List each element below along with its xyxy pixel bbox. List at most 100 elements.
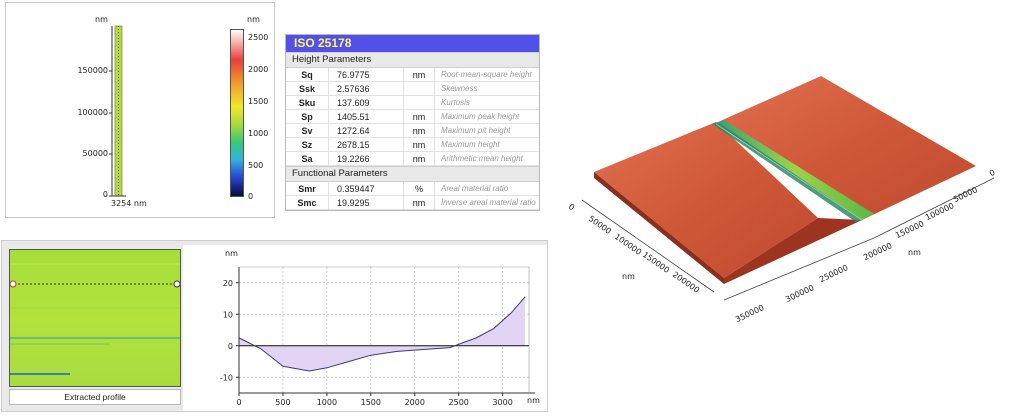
profile-start-handle[interactable] (9, 280, 17, 288)
x-tick-label: 0 (236, 398, 241, 407)
map-unit-label: nm (95, 15, 108, 24)
param-value: 137.609 (328, 95, 404, 110)
table-row: Smc 19.9295 nm Inverse areal material ratio (286, 195, 539, 210)
param-value: 0.359447 (328, 182, 404, 196)
extracted-map-svg (9, 250, 181, 386)
param-description: Maximum peak height (434, 109, 539, 124)
param-description: Root-mean-square height (434, 68, 539, 82)
x-tick-label: 1500 (361, 398, 381, 407)
param-unit: nm (403, 123, 435, 138)
param-description: Skewness (434, 81, 539, 96)
profile-area (239, 296, 525, 371)
param-value: 1405.51 (328, 109, 404, 124)
y-tick-label: 0 (228, 342, 233, 351)
param-symbol: Sv (286, 123, 329, 138)
colorbar-tick: 500 (248, 161, 264, 170)
param-unit (403, 81, 435, 96)
y-tick-label: 10 (223, 310, 233, 319)
colorbar-tick: 2500 (248, 33, 269, 42)
map-y-tick: 150000 (77, 66, 108, 75)
x-tick-label: 2500 (449, 398, 469, 407)
param-value: 76.9775 (328, 68, 404, 82)
x-axis-unit: nm (527, 396, 540, 405)
iso-title: ISO 25178 (286, 35, 539, 52)
x-tick-label: 2000 (405, 398, 425, 407)
colorbar-tick: 0 (248, 192, 254, 201)
extracted-profile-image[interactable] (9, 249, 181, 387)
param-symbol: Smc (286, 195, 329, 210)
map-x-tick-label: 3254 nm (111, 199, 147, 208)
colorbar-tick: 2000 (248, 65, 269, 74)
y-axis-label: nm (225, 249, 238, 258)
table-row: Sp 1405.51 nm Maximum peak height (286, 109, 539, 124)
param-unit: nm (403, 68, 435, 82)
param-value: 19.9295 (328, 195, 404, 210)
x-tick-label: 500 (275, 398, 290, 407)
surface-left-edge (594, 172, 724, 284)
table-row: Ssk 2.57636 Skewness (286, 81, 539, 96)
height-map-strip (109, 25, 126, 197)
height-parameters-table: Sq 76.9775 nm Root-mean-square height Ssk 2.… (286, 68, 539, 166)
map-y-tick: 100000 (77, 108, 108, 117)
axis-label: nm (622, 272, 635, 281)
surface-ridge-shadow (712, 122, 862, 222)
extracted-profile-label: Extracted profile (9, 389, 181, 405)
profile-chart-svg: nm nm 0 500 1000 1500 2000 2500 3000 -10 0 10 20 (220, 249, 540, 407)
surface-left-block (594, 122, 818, 278)
map-y-tick: 0 (102, 190, 108, 199)
table-row: Sa 19.2266 nm Arithmetic mean height (286, 151, 539, 166)
param-unit: nm (403, 109, 435, 124)
iso-parameter-table: ISO 25178 Height Parameters Sq 76.9775 nm R… (285, 34, 540, 211)
axis-label: nm (908, 248, 921, 257)
table-row: Sq 76.9775 nm Root-mean-square height (286, 68, 539, 82)
map-y-tick: 50000 (82, 149, 108, 158)
surface-ridge (716, 120, 874, 220)
surface-3d-svg (581, 76, 995, 301)
table-row: Smr 0.359447% Areal material ratio (286, 182, 539, 196)
param-unit: % (403, 182, 435, 196)
profile-panel: Extracted profile nm nm 0 500 1000 1500 2000… (1, 240, 548, 412)
colorbar-unit-label: nm (247, 15, 260, 24)
param-symbol: Sp (286, 109, 329, 124)
height-map-panel: nm 150000 100000 50000 0 3254 nm nm 2500… (5, 2, 275, 218)
param-description: Maximum pit height (434, 123, 539, 138)
section-header: Functional Parameters (286, 166, 539, 182)
x-tick-label: 1000 (317, 398, 337, 407)
param-symbol: Smr (286, 182, 329, 196)
param-symbol: Sku (286, 95, 329, 110)
param-symbol: Sz (286, 137, 329, 152)
param-value: 2678.15 (328, 137, 404, 152)
surface-right-block (718, 76, 976, 220)
param-value: 2.57636 (328, 81, 404, 96)
table-row: Sz 2678.15 nm Maximum height (286, 137, 539, 152)
param-unit: nm (403, 151, 435, 166)
surface-front-edge (724, 218, 862, 284)
param-description: Kurtosis (434, 95, 539, 110)
colorbar-tick: 1500 (248, 97, 269, 106)
y-tick-label: 20 (223, 279, 233, 288)
colorbar-tick: 1000 (248, 129, 269, 138)
y-tick-label: -10 (220, 373, 233, 382)
table-row: Sv 1272.64 nm Maximum pit height (286, 123, 539, 138)
x-tick-label: 3000 (492, 398, 512, 407)
param-symbol: Ssk (286, 81, 329, 96)
param-description: Inverse areal material ratio (434, 195, 539, 210)
functional-parameters-table: Smr 0.359447% Areal material ratio Smc 19.9… (286, 182, 539, 210)
colorbar (230, 29, 244, 197)
profile-end-handle[interactable] (173, 280, 181, 288)
param-description: Arithmetic mean height (434, 151, 539, 166)
param-unit: nm (403, 137, 435, 152)
param-unit: nm (403, 195, 435, 210)
param-value: 1272.64 (328, 123, 404, 138)
param-description: Maximum height (434, 137, 539, 152)
param-unit (403, 95, 435, 110)
profile-series-line (238, 296, 526, 372)
param-description: Areal material ratio (434, 182, 539, 196)
param-symbol: Sq (286, 68, 329, 82)
section-header: Height Parameters (286, 52, 539, 68)
surface-3d-view[interactable]: 0 50000 100000 150000 200000 nm 350000 3… (556, 60, 1018, 350)
table-row: Sku 137.609 Kurtosis (286, 95, 539, 110)
param-symbol: Sa (286, 151, 329, 166)
profile-chart: nm nm 0 500 1000 1500 2000 2500 3000 -10 0 10 20 (183, 245, 547, 411)
param-value: 19.2266 (328, 151, 404, 166)
